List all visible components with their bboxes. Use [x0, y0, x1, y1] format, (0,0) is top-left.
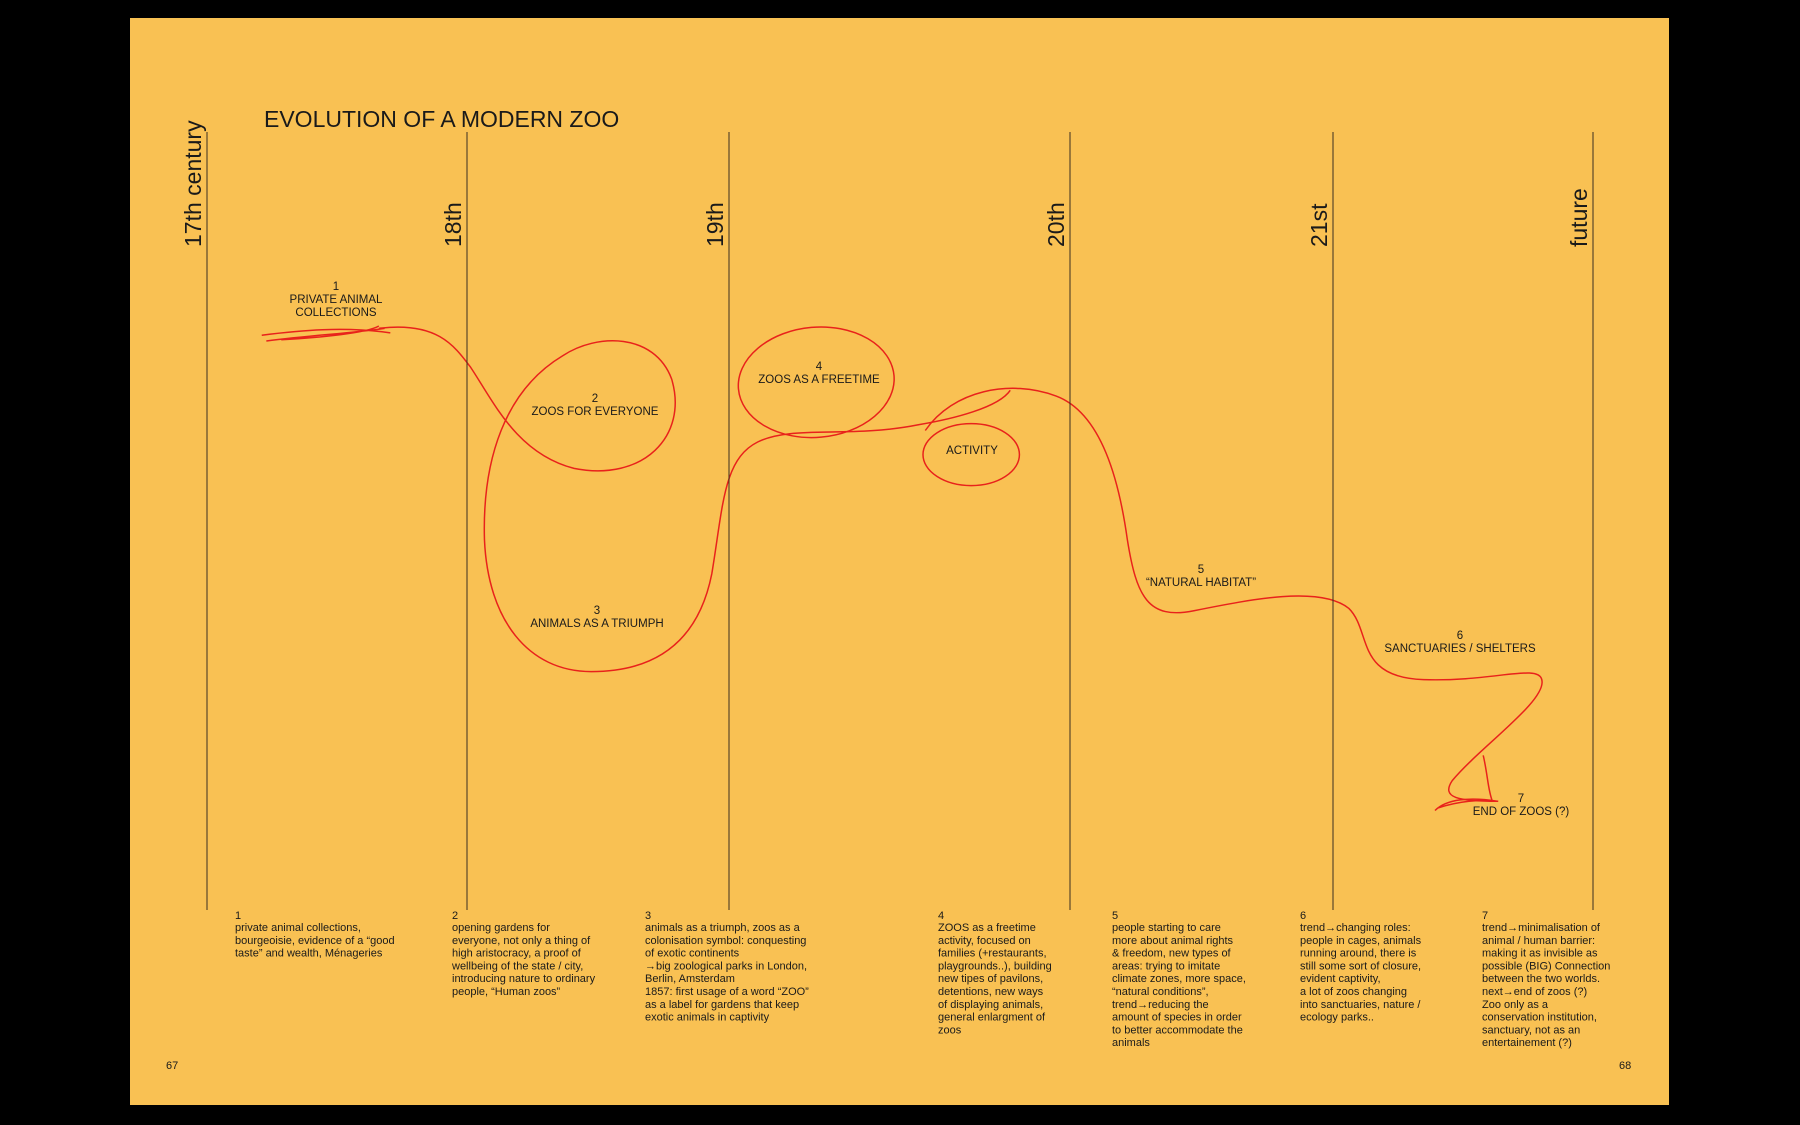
node-label: “NATURAL HABITAT”: [1146, 577, 1256, 589]
note-line: animals as a triumph, zoos as a: [645, 922, 801, 934]
note-line: private animal collections,: [235, 922, 361, 934]
note-line: still some sort of closure,: [1300, 960, 1421, 972]
note-line: of displaying animals,: [938, 999, 1043, 1011]
note-number: 5: [1112, 910, 1118, 922]
note-line: between the two worlds.: [1482, 973, 1600, 985]
page-number: 68: [1619, 1060, 1631, 1072]
note-line: people starting to care: [1112, 922, 1221, 934]
note-line: detentions, new ways: [938, 986, 1044, 998]
note-line: animal / human barrier:: [1482, 935, 1595, 947]
node-number: 1: [333, 281, 339, 293]
note-line: a lot of zoos changing: [1300, 986, 1407, 998]
note-line: possible (BIG) Connection: [1482, 960, 1610, 972]
note-line: trend→reducing the: [1112, 999, 1209, 1011]
note-line: bourgeoisie, evidence of a “good: [235, 935, 395, 947]
node-label: COLLECTIONS: [295, 307, 376, 319]
note-line: opening gardens for: [452, 922, 550, 934]
note-line: amount of species in order: [1112, 1012, 1242, 1024]
note-line: taste” and wealth, Ménageries: [235, 948, 383, 960]
century-label: future: [1566, 188, 1592, 247]
note-line: evident captivity,: [1300, 973, 1381, 985]
note-line: families (+restaurants,: [938, 948, 1047, 960]
note-line: next→end of zoos (?): [1482, 986, 1587, 998]
note-line: animals: [1112, 1037, 1150, 1049]
title: EVOLUTION OF A MODERN ZOO: [264, 106, 619, 132]
node-number: 2: [592, 393, 598, 405]
note-line: people in cages, animals: [1300, 935, 1422, 947]
note-line: 1857: first usage of a word “ZOO”: [645, 986, 809, 998]
note-line: trend→minimalisation of: [1482, 922, 1601, 934]
node-label: ANIMALS AS A TRIUMPH: [530, 618, 663, 630]
node-label: ZOOS FOR EVERYONE: [532, 406, 659, 418]
page-number: 67: [166, 1060, 178, 1072]
node-label: ZOOS AS A FREETIME: [758, 374, 880, 386]
note-line: zoos: [938, 1024, 962, 1036]
node-number: 7: [1518, 793, 1524, 805]
note-line: making it as invisible as: [1482, 948, 1598, 960]
sheet: [130, 18, 1669, 1105]
note-line: running around, there is: [1300, 948, 1417, 960]
note-number: 2: [452, 910, 458, 922]
timeline-curve: [261, 325, 1543, 812]
century-label: 19th: [702, 202, 728, 247]
node-number: 5: [1198, 564, 1204, 576]
note-line: entertainement (?): [1482, 1037, 1572, 1049]
note-line: trend→changing roles:: [1300, 922, 1411, 934]
note-line: activity, focused on: [938, 935, 1031, 947]
note-line: as a label for gardens that keep: [645, 999, 799, 1011]
note-line: ZOOS as a freetime: [938, 922, 1036, 934]
note-line: sanctuary, not as an: [1482, 1024, 1580, 1036]
node-label: PRIVATE ANIMAL: [290, 294, 383, 306]
note-line: playgrounds..), building: [938, 960, 1052, 972]
note-line: general enlargment of: [938, 1012, 1046, 1024]
note-line: climate zones, more space,: [1112, 973, 1246, 985]
note-number: 3: [645, 910, 651, 922]
note-number: 6: [1300, 910, 1306, 922]
note-number: 7: [1482, 910, 1488, 922]
node-number: 6: [1457, 630, 1463, 642]
century-label: 18th: [440, 202, 466, 247]
node-number: 4: [816, 361, 823, 373]
century-label: 17th century: [180, 120, 206, 247]
note-line: colonisation symbol: conquesting: [645, 935, 806, 947]
note-number: 1: [235, 910, 241, 922]
note-line: high aristocracy, a proof of: [452, 948, 582, 960]
note-number: 4: [938, 910, 944, 922]
note-line: to better accommodate the: [1112, 1024, 1243, 1036]
node-label: SANCTUARIES / SHELTERS: [1384, 643, 1536, 655]
note-line: →big zoological parks in London,: [645, 960, 807, 972]
note-line: wellbeing of the state / city,: [451, 960, 583, 972]
note-line: “natural conditions”,: [1112, 986, 1209, 998]
note-line: conservation institution,: [1482, 1012, 1597, 1024]
note-line: introducing nature to ordinary: [452, 973, 596, 985]
note-line: areas: trying to imitate: [1112, 960, 1220, 972]
node-number: 3: [594, 605, 600, 617]
note-line: more about animal rights: [1112, 935, 1234, 947]
note-line: everyone, not only a thing of: [452, 935, 591, 947]
note-line: people, “Human zoos”: [452, 986, 561, 998]
note-line: of exotic continents: [645, 948, 740, 960]
note-line: Zoo only as a: [1482, 999, 1549, 1011]
note-line: Berlin, Amsterdam: [645, 973, 735, 985]
century-label: 21st: [1306, 203, 1332, 247]
note-line: ecology parks..: [1300, 1012, 1374, 1024]
note-line: into sanctuaries, nature /: [1300, 999, 1421, 1011]
note-line: new tipes of pavilons,: [938, 973, 1043, 985]
note-line: exotic animals in captivity: [645, 1012, 770, 1024]
node-label: END OF ZOOS (?): [1473, 806, 1570, 818]
century-label: 20th: [1043, 202, 1069, 247]
node-label: ACTIVITY: [946, 445, 998, 457]
note-line: & freedom, new types of: [1112, 948, 1232, 960]
